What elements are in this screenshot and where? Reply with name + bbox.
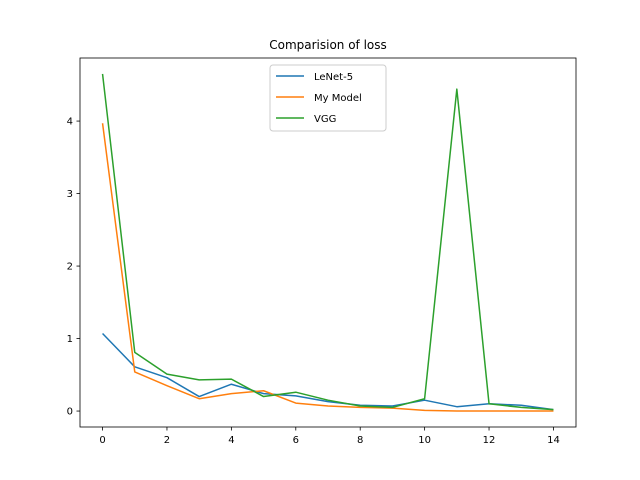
series-line-1: [101, 123, 554, 412]
legend-label-0: LeNet-5: [314, 72, 353, 83]
x-tick-label: 10: [418, 435, 431, 446]
y-tick-label: 1: [67, 334, 73, 345]
series-line-2: [101, 73, 554, 411]
y-tick-label: 3: [67, 189, 73, 200]
x-tick-label: 12: [483, 435, 496, 446]
series-line-0: [102, 332, 554, 411]
legend-box: [269, 64, 387, 132]
y-tick-label: 2: [67, 262, 73, 273]
y-tick-label: 4: [67, 117, 73, 128]
y-axis: 0 1 2 3 4: [67, 117, 80, 418]
x-tick-label: 6: [293, 435, 299, 446]
x-tick-label: 4: [228, 435, 234, 446]
x-tick-label: 8: [357, 435, 363, 446]
series-lines: [101, 73, 554, 412]
legend: LeNet-5 My Model VGG: [269, 64, 387, 132]
legend-label-2: VGG: [314, 114, 336, 125]
x-tick-label: 14: [547, 435, 560, 446]
chart-title: Comparision of loss: [269, 38, 387, 52]
y-tick-label: 0: [67, 407, 73, 418]
x-tick-label: 2: [164, 435, 170, 446]
plot-area-frame: [79, 57, 577, 428]
x-tick-label: 0: [99, 435, 105, 446]
legend-label-1: My Model: [314, 93, 362, 104]
x-axis: 0 2 4 6 8 10 12 14: [99, 427, 560, 446]
